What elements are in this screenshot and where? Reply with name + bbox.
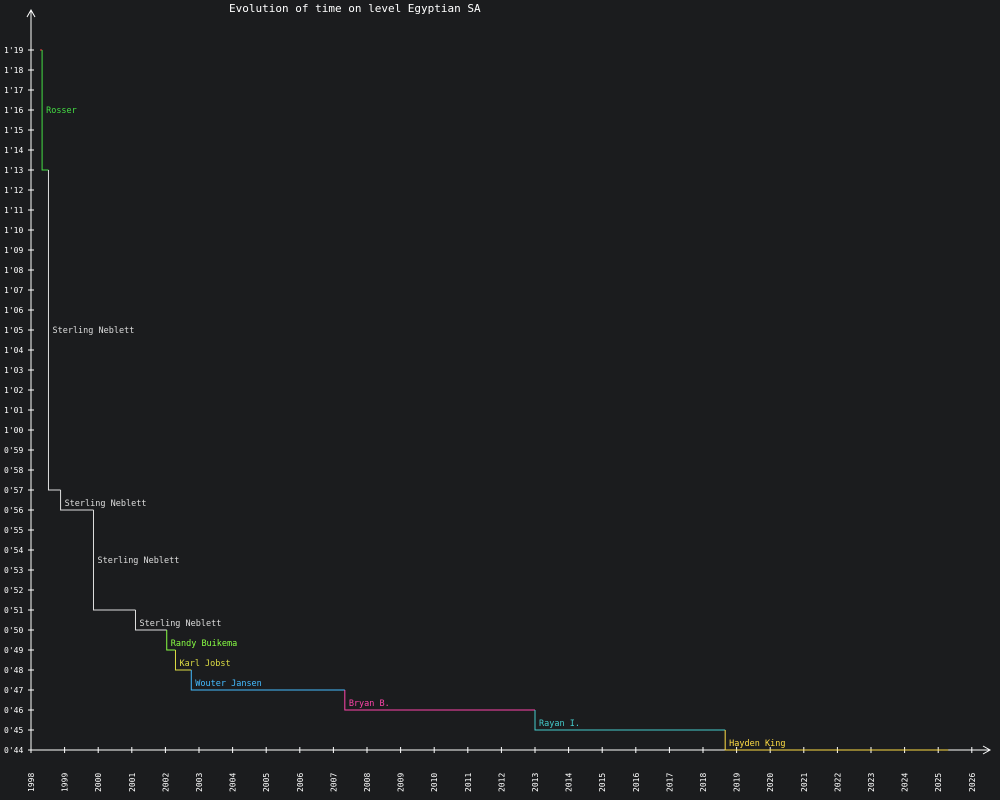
x-axis-ticks: 1998 1999 2000 2001 2002 2003 2004 2005 2006 2007…	[27, 747, 977, 792]
x-tick-label: 2021	[800, 773, 809, 792]
x-tick-label: 2001	[128, 773, 137, 792]
y-tick-label: 1'06	[4, 306, 23, 315]
record-holder-label: Karl Jobst	[179, 659, 230, 669]
y-tick-label: 0'44	[4, 746, 23, 755]
y-axis-ticks: 0'44 0'45 0'46 0'47 0'48 0'49 0'50 0'51 0'52 0'53…	[4, 46, 34, 755]
chart-title: Evolution of time on level Egyptian SA	[229, 2, 481, 15]
x-tick-label: 2015	[598, 773, 607, 792]
x-tick-label: 2022	[833, 773, 842, 792]
record-step	[134, 610, 167, 631]
y-tick-label: 1'07	[4, 286, 23, 295]
y-tick-label: 0'58	[4, 466, 23, 475]
record-holder-label: Rayan I.	[539, 719, 580, 729]
x-tick-label: 2020	[766, 773, 775, 792]
x-axis-arrow	[982, 745, 992, 755]
record-step	[344, 690, 535, 711]
record-step	[534, 710, 726, 731]
y-tick-label: 0'46	[4, 706, 23, 715]
y-tick-label: 1'15	[4, 126, 23, 135]
record-step	[47, 170, 61, 491]
y-tick-label: 0'55	[4, 526, 23, 535]
y-tick-label: 1'08	[4, 266, 23, 275]
x-tick-label: 2004	[229, 773, 238, 792]
x-tick-label: 2011	[464, 773, 473, 792]
x-tick-label: 2019	[733, 773, 742, 792]
x-tick-label: 2005	[262, 773, 271, 792]
y-tick-label: 0'56	[4, 506, 23, 515]
y-tick-label: 1'16	[4, 106, 23, 115]
record-holder-label: Sterling Neblett	[97, 556, 179, 566]
x-tick-label: 2018	[699, 773, 708, 792]
record-holder-label: Randy Buikema	[171, 639, 238, 649]
y-tick-label: 1'19	[4, 46, 23, 55]
y-tick-label: 1'18	[4, 66, 23, 75]
record-steps	[40, 49, 949, 751]
x-tick-label: 2003	[195, 773, 204, 792]
y-tick-label: 1'01	[4, 406, 23, 415]
y-tick-label: 0'59	[4, 446, 23, 455]
y-tick-label: 1'12	[4, 186, 23, 195]
record-step	[166, 630, 176, 651]
x-tick-label: 2013	[531, 773, 540, 792]
x-tick-label: 2009	[397, 773, 406, 792]
y-tick-label: 0'48	[4, 666, 23, 675]
x-tick-label: 2026	[968, 773, 977, 792]
y-axis-arrow	[26, 8, 36, 18]
y-tick-label: 1'14	[4, 146, 23, 155]
y-tick-label: 1'02	[4, 386, 23, 395]
record-holder-label: Sterling Neblett	[65, 499, 147, 509]
record-step	[174, 650, 192, 671]
x-tick-label: 2000	[94, 773, 103, 792]
x-tick-label: 2024	[901, 773, 910, 792]
y-tick-label: 0'52	[4, 586, 23, 595]
x-tick-label: 2016	[632, 773, 641, 792]
x-tick-label: 2008	[363, 773, 372, 792]
x-tick-label: 2010	[430, 773, 439, 792]
x-tick-label: 2002	[161, 773, 170, 792]
record-holder-label: Sterling Neblett	[139, 619, 221, 629]
y-tick-label: 0'45	[4, 726, 23, 735]
record-step	[190, 670, 345, 691]
y-tick-label: 1'11	[4, 206, 23, 215]
y-tick-label: 0'54	[4, 546, 23, 555]
record-step	[60, 490, 94, 511]
y-tick-label: 0'57	[4, 486, 23, 495]
y-tick-label: 1'05	[4, 326, 23, 335]
x-tick-label: 1998	[27, 773, 36, 792]
record-holder-label: Rosser	[46, 106, 77, 116]
y-tick-label: 0'53	[4, 566, 23, 575]
x-tick-label: 2023	[867, 773, 876, 792]
x-tick-label: 2012	[497, 773, 506, 792]
y-tick-label: 1'17	[4, 86, 23, 95]
x-tick-label: 2007	[329, 773, 338, 792]
record-step	[41, 50, 49, 171]
x-tick-label: 1999	[61, 773, 70, 792]
y-tick-label: 1'13	[4, 166, 23, 175]
y-tick-label: 1'10	[4, 226, 23, 235]
y-tick-label: 1'04	[4, 346, 23, 355]
record-step	[724, 730, 949, 751]
y-tick-label: 0'47	[4, 686, 23, 695]
y-tick-label: 0'49	[4, 646, 23, 655]
x-tick-label: 2025	[934, 773, 943, 792]
record-step	[92, 510, 136, 611]
y-tick-label: 1'00	[4, 426, 23, 435]
record-holder-label: Wouter Jansen	[195, 679, 262, 689]
y-tick-label: 0'50	[4, 626, 23, 635]
x-tick-label: 2006	[296, 773, 305, 792]
x-tick-label: 2014	[565, 773, 574, 792]
record-holder-label: Bryan B.	[349, 699, 390, 709]
record-holder-label: Hayden King	[729, 739, 785, 749]
y-tick-label: 1'03	[4, 366, 23, 375]
y-tick-label: 0'51	[4, 606, 23, 615]
y-tick-label: 1'09	[4, 246, 23, 255]
record-holder-labels: Rosser Sterling Neblett Sterling Neblett St…	[46, 106, 785, 749]
x-tick-label: 2017	[665, 773, 674, 792]
record-holder-label: Sterling Neblett	[52, 326, 134, 336]
